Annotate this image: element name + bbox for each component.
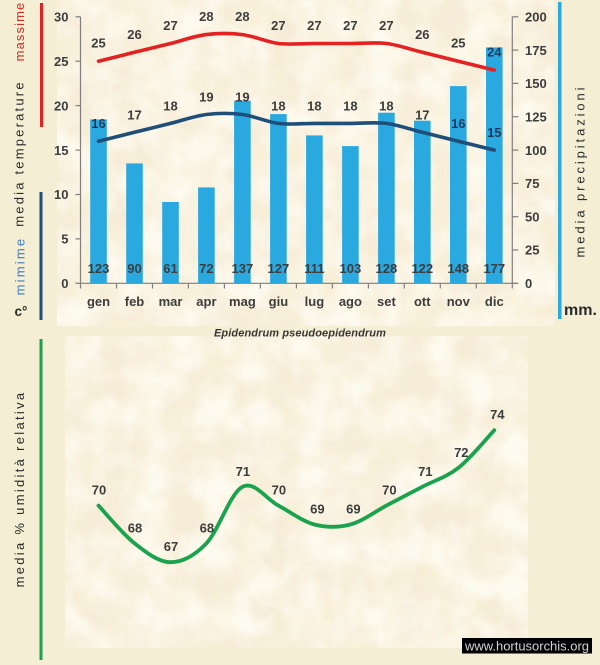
svg-text:122: 122 bbox=[411, 261, 433, 276]
svg-text:177: 177 bbox=[483, 261, 505, 276]
svg-text:set: set bbox=[377, 294, 396, 309]
svg-text:150: 150 bbox=[525, 76, 547, 91]
svg-text:27: 27 bbox=[343, 18, 357, 33]
svg-text:20: 20 bbox=[54, 98, 68, 113]
svg-text:67: 67 bbox=[164, 539, 178, 554]
svg-text:123: 123 bbox=[88, 261, 110, 276]
svg-text:nov: nov bbox=[447, 294, 471, 309]
svg-text:148: 148 bbox=[447, 261, 469, 276]
svg-text:17: 17 bbox=[415, 107, 429, 122]
svg-text:137: 137 bbox=[232, 261, 254, 276]
svg-text:175: 175 bbox=[525, 43, 547, 58]
svg-text:mm.: mm. bbox=[564, 302, 597, 319]
svg-text:125: 125 bbox=[525, 109, 547, 124]
svg-text:69: 69 bbox=[346, 502, 360, 517]
svg-text:70: 70 bbox=[92, 483, 106, 498]
svg-text:19: 19 bbox=[235, 90, 249, 105]
svg-text:17: 17 bbox=[127, 107, 141, 122]
svg-text:27: 27 bbox=[307, 18, 321, 33]
svg-text:30: 30 bbox=[54, 10, 68, 25]
svg-text:27: 27 bbox=[163, 18, 177, 33]
svg-text:111: 111 bbox=[304, 261, 324, 276]
svg-text:media temperature: media temperature bbox=[12, 80, 27, 227]
svg-text:28: 28 bbox=[199, 9, 213, 24]
svg-text:mag: mag bbox=[229, 294, 256, 309]
svg-text:128: 128 bbox=[376, 261, 398, 276]
svg-text:15: 15 bbox=[54, 143, 68, 158]
svg-text:19: 19 bbox=[199, 90, 213, 105]
svg-text:ago: ago bbox=[339, 294, 362, 309]
svg-text:27: 27 bbox=[379, 18, 393, 33]
svg-text:72: 72 bbox=[454, 445, 468, 460]
svg-text:25: 25 bbox=[525, 243, 539, 258]
svg-text:72: 72 bbox=[199, 261, 213, 276]
svg-text:lug: lug bbox=[305, 294, 325, 309]
svg-text:26: 26 bbox=[415, 27, 429, 42]
svg-text:71: 71 bbox=[418, 464, 432, 479]
svg-text:feb: feb bbox=[125, 294, 145, 309]
svg-text:18: 18 bbox=[163, 98, 177, 113]
svg-text:61: 61 bbox=[163, 261, 177, 276]
svg-text:68: 68 bbox=[128, 520, 142, 535]
svg-text:massime: massime bbox=[12, 2, 27, 62]
svg-text:18: 18 bbox=[343, 98, 357, 113]
svg-text:18: 18 bbox=[307, 98, 321, 113]
svg-text:70: 70 bbox=[272, 483, 286, 498]
svg-text:69: 69 bbox=[310, 502, 324, 517]
svg-text:50: 50 bbox=[525, 209, 539, 224]
svg-text:24: 24 bbox=[487, 45, 502, 60]
svg-text:28: 28 bbox=[235, 9, 249, 24]
svg-text:media precipitazioni: media precipitazioni bbox=[573, 85, 588, 258]
svg-text:gen: gen bbox=[87, 294, 110, 309]
svg-text:25: 25 bbox=[54, 54, 68, 69]
svg-text:18: 18 bbox=[271, 98, 285, 113]
svg-text:16: 16 bbox=[91, 116, 105, 131]
svg-text:media % umidità relativa: media % umidità relativa bbox=[12, 391, 27, 588]
svg-text:103: 103 bbox=[340, 261, 362, 276]
svg-text:74: 74 bbox=[490, 407, 505, 422]
svg-text:25: 25 bbox=[91, 36, 105, 51]
svg-text:25: 25 bbox=[451, 36, 465, 51]
svg-text:0: 0 bbox=[61, 276, 68, 291]
svg-text:dic: dic bbox=[485, 294, 504, 309]
svg-text:70: 70 bbox=[382, 483, 396, 498]
svg-text:15: 15 bbox=[487, 125, 501, 140]
svg-text:16: 16 bbox=[451, 116, 465, 131]
svg-text:5: 5 bbox=[61, 232, 68, 247]
svg-text:27: 27 bbox=[271, 18, 285, 33]
svg-text:apr: apr bbox=[196, 294, 216, 309]
svg-text:www.hortusorchis.org: www.hortusorchis.org bbox=[464, 640, 589, 654]
svg-text:75: 75 bbox=[525, 176, 539, 191]
svg-text:68: 68 bbox=[200, 520, 214, 535]
svg-text:26: 26 bbox=[127, 27, 141, 42]
svg-text:0: 0 bbox=[525, 276, 532, 291]
svg-text:mar: mar bbox=[159, 294, 183, 309]
svg-text:71: 71 bbox=[236, 464, 250, 479]
svg-text:Epidendrum pseudoepidendrum: Epidendrum pseudoepidendrum bbox=[214, 328, 386, 340]
svg-text:mimime: mimime bbox=[13, 237, 28, 296]
svg-text:giu: giu bbox=[269, 294, 289, 309]
svg-text:c°: c° bbox=[15, 304, 28, 319]
svg-text:200: 200 bbox=[525, 10, 547, 25]
svg-text:ott: ott bbox=[414, 294, 431, 309]
svg-text:90: 90 bbox=[127, 261, 141, 276]
svg-text:100: 100 bbox=[525, 143, 547, 158]
svg-text:18: 18 bbox=[379, 98, 393, 113]
svg-text:10: 10 bbox=[54, 187, 68, 202]
svg-text:127: 127 bbox=[268, 261, 290, 276]
